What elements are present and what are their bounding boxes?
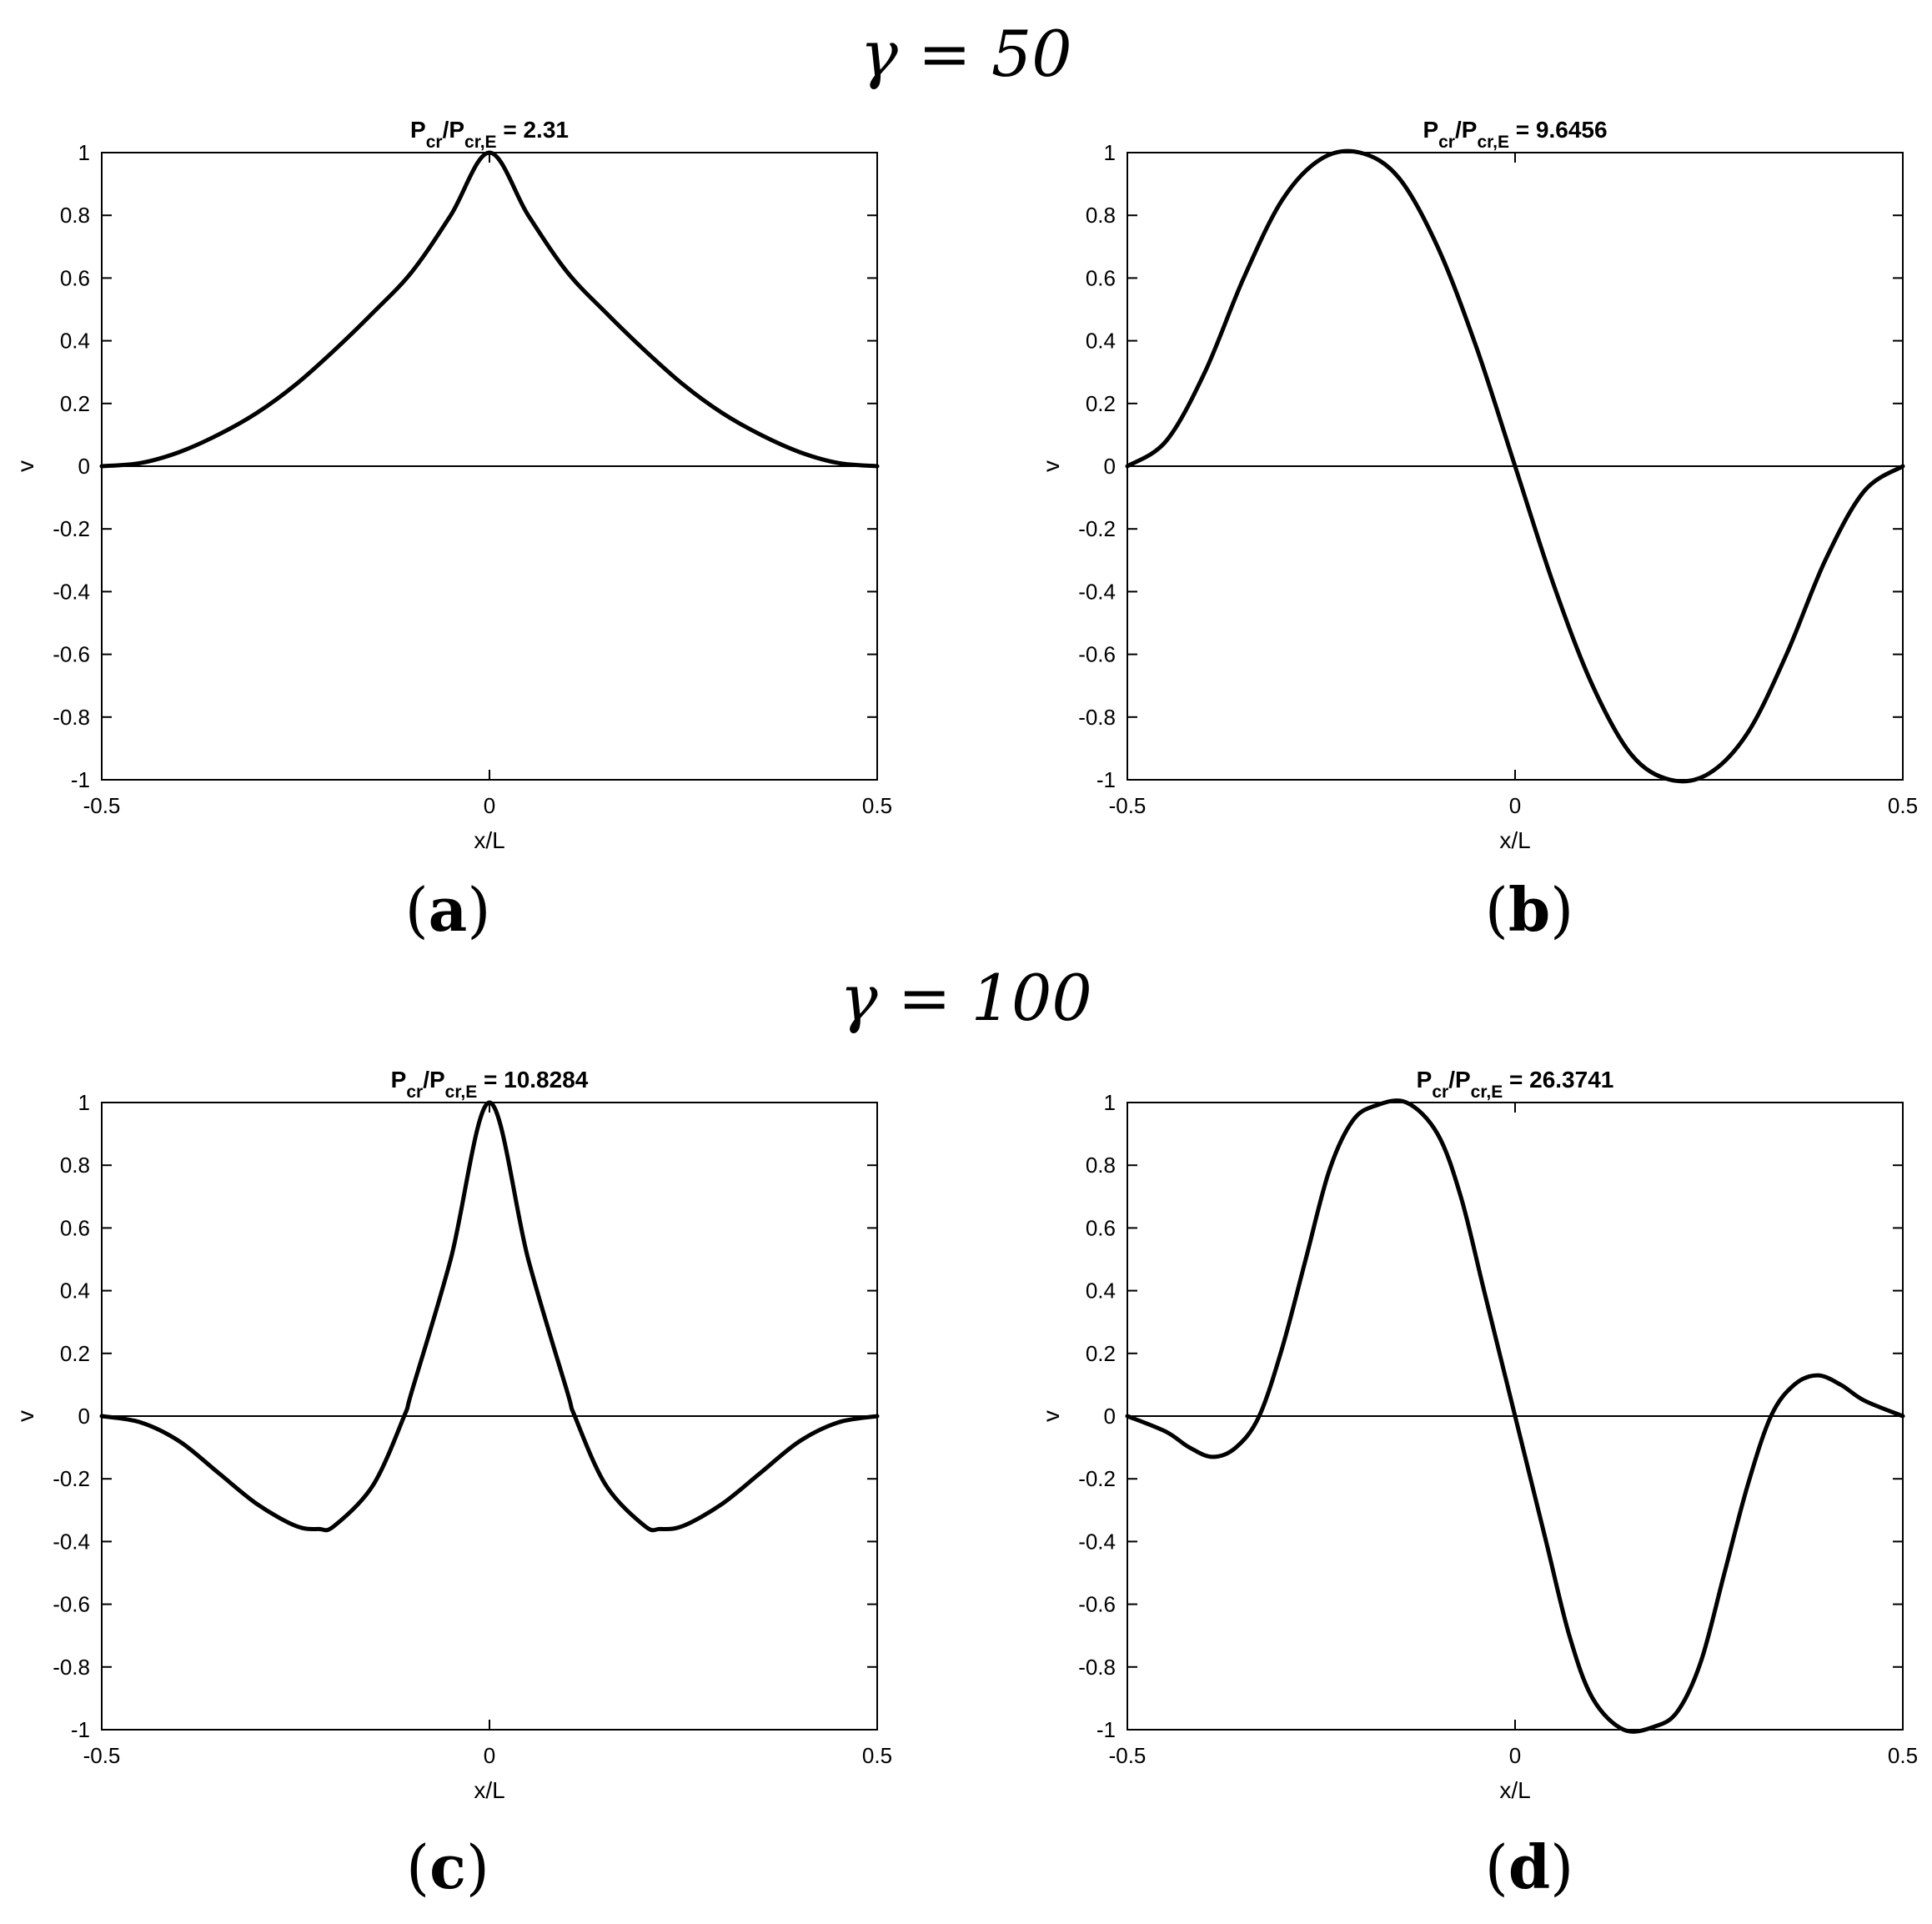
chart-panel-d: -1 -0.8 -0.6 -0.4 -0.2 0 0.2 0.4 0.6 0.8 1 -0.5 0 0.5… [1038,1067,1918,1803]
series-line-0 [99,1100,880,1533]
section-title-gamma-100: γ = 100 [840,961,1092,1035]
y-tick-label: 0.4 [1086,329,1116,354]
y-tick-label: 0.6 [60,265,90,290]
x-tick-label: 0 [1509,793,1521,818]
y-tick-label: 0.6 [60,1215,90,1240]
x-tick-label: 0.5 [862,1743,892,1768]
chart-title: Pcr/Pcr,E = 26.3741 [1417,1067,1614,1102]
y-tick-label: 0.8 [1086,1153,1116,1178]
y-tick-label: 1 [78,140,90,165]
x-tick-label: 0 [484,1743,495,1768]
y-tick-label: -1 [71,1717,90,1742]
y-tick-label: 0.2 [1086,391,1116,416]
x-tick-label: 0.5 [1888,1743,1918,1768]
y-tick-label: -0.8 [53,1655,90,1680]
y-tick-label: -0.6 [1078,642,1116,667]
y-tick-label: 0.6 [1086,1215,1116,1240]
y-tick-label: -0.4 [53,1529,90,1554]
y-tick-label: -0.4 [1078,579,1116,604]
y-tick-label: -0.8 [1078,1655,1116,1680]
y-tick-label: -0.2 [53,1466,90,1491]
chart-panel-a: -1 -0.8 -0.6 -0.4 -0.2 0 0.2 0.4 0.6 0.8 1 -0.5 0 0.5… [13,117,892,853]
y-tick-label: -0.6 [53,1592,90,1617]
chart-title: Pcr/Pcr,E = 2.31 [410,117,569,152]
chart-title: Pcr/Pcr,E = 10.8284 [391,1067,589,1102]
y-tick-label: 0.2 [60,1341,90,1366]
y-tick-label: -0.8 [1078,705,1116,730]
chart-panel-c: -1 -0.8 -0.6 -0.4 -0.2 0 0.2 0.4 0.6 0.8 1 -0.5 0 0.5… [13,1067,892,1803]
x-axis-label: x/L [1499,827,1530,853]
y-tick-label: 0.8 [60,1153,90,1178]
y-tick-label: 0 [78,1404,90,1429]
plot-frame [1127,1102,1904,1731]
y-tick-label: 0.4 [60,1278,90,1304]
y-tick-label: 0 [1104,454,1116,479]
y-tick-label: -0.4 [1078,1529,1116,1554]
y-axis-label: v [13,460,38,472]
y-tick-label: -1 [1096,767,1116,792]
y-tick-label: 0 [1104,1404,1116,1429]
x-tick-label: 0 [1509,1743,1521,1768]
y-axis-label: v [13,1410,38,1422]
y-tick-label: 0.8 [60,203,90,228]
x-tick-label: 0.5 [1888,793,1918,818]
y-tick-label: 0 [78,454,90,479]
x-axis-label: x/L [474,827,504,853]
y-tick-label: 0.4 [60,329,90,354]
panel-label-d: (d) [1484,1831,1574,1902]
y-tick-label: -0.6 [53,642,90,667]
series-line-0 [1125,148,1905,784]
section-title-gamma-50: γ = 50 [860,17,1072,91]
panel-label-b: (b) [1484,874,1574,945]
y-tick-label: -1 [71,767,90,792]
y-tick-label: 1 [1104,1090,1116,1115]
x-axis-label: x/L [474,1777,504,1803]
x-tick-label: -0.5 [1109,1743,1147,1768]
panel-label-c: (c) [405,1831,490,1902]
series-line-0 [99,150,880,469]
y-tick-label: 0.4 [1086,1278,1116,1304]
y-axis-label: v [1038,1410,1064,1422]
y-tick-label: 0.8 [1086,203,1116,228]
y-tick-label: -1 [1096,1717,1116,1742]
y-tick-label: -0.6 [1078,1592,1116,1617]
plot-frame [101,1102,878,1731]
y-tick-label: 0.2 [60,391,90,416]
y-tick-label: -0.2 [1078,516,1116,541]
y-tick-label: -0.4 [53,579,90,604]
x-axis-label: x/L [1499,1777,1530,1803]
x-tick-label: -0.5 [83,1743,121,1768]
chart-title: Pcr/Pcr,E = 9.6456 [1423,117,1607,152]
x-tick-label: -0.5 [1109,793,1147,818]
y-tick-label: 1 [1104,140,1116,165]
panel-label-a: (a) [404,874,491,945]
y-tick-label: 0.6 [1086,265,1116,290]
y-tick-label: 0.2 [1086,1341,1116,1366]
plot-frame [1127,152,1904,781]
series-line-0 [1125,1098,1905,1734]
y-tick-label: -0.8 [53,705,90,730]
y-axis-label: v [1038,460,1064,472]
x-tick-label: 0 [484,793,495,818]
x-tick-label: 0.5 [862,793,892,818]
chart-panel-b: -1 -0.8 -0.6 -0.4 -0.2 0 0.2 0.4 0.6 0.8 1 -0.5 0 0.5… [1038,117,1918,853]
plot-frame [101,152,878,781]
y-tick-label: -0.2 [53,516,90,541]
x-tick-label: -0.5 [83,793,121,818]
y-tick-label: 1 [78,1090,90,1115]
y-tick-label: -0.2 [1078,1466,1116,1491]
